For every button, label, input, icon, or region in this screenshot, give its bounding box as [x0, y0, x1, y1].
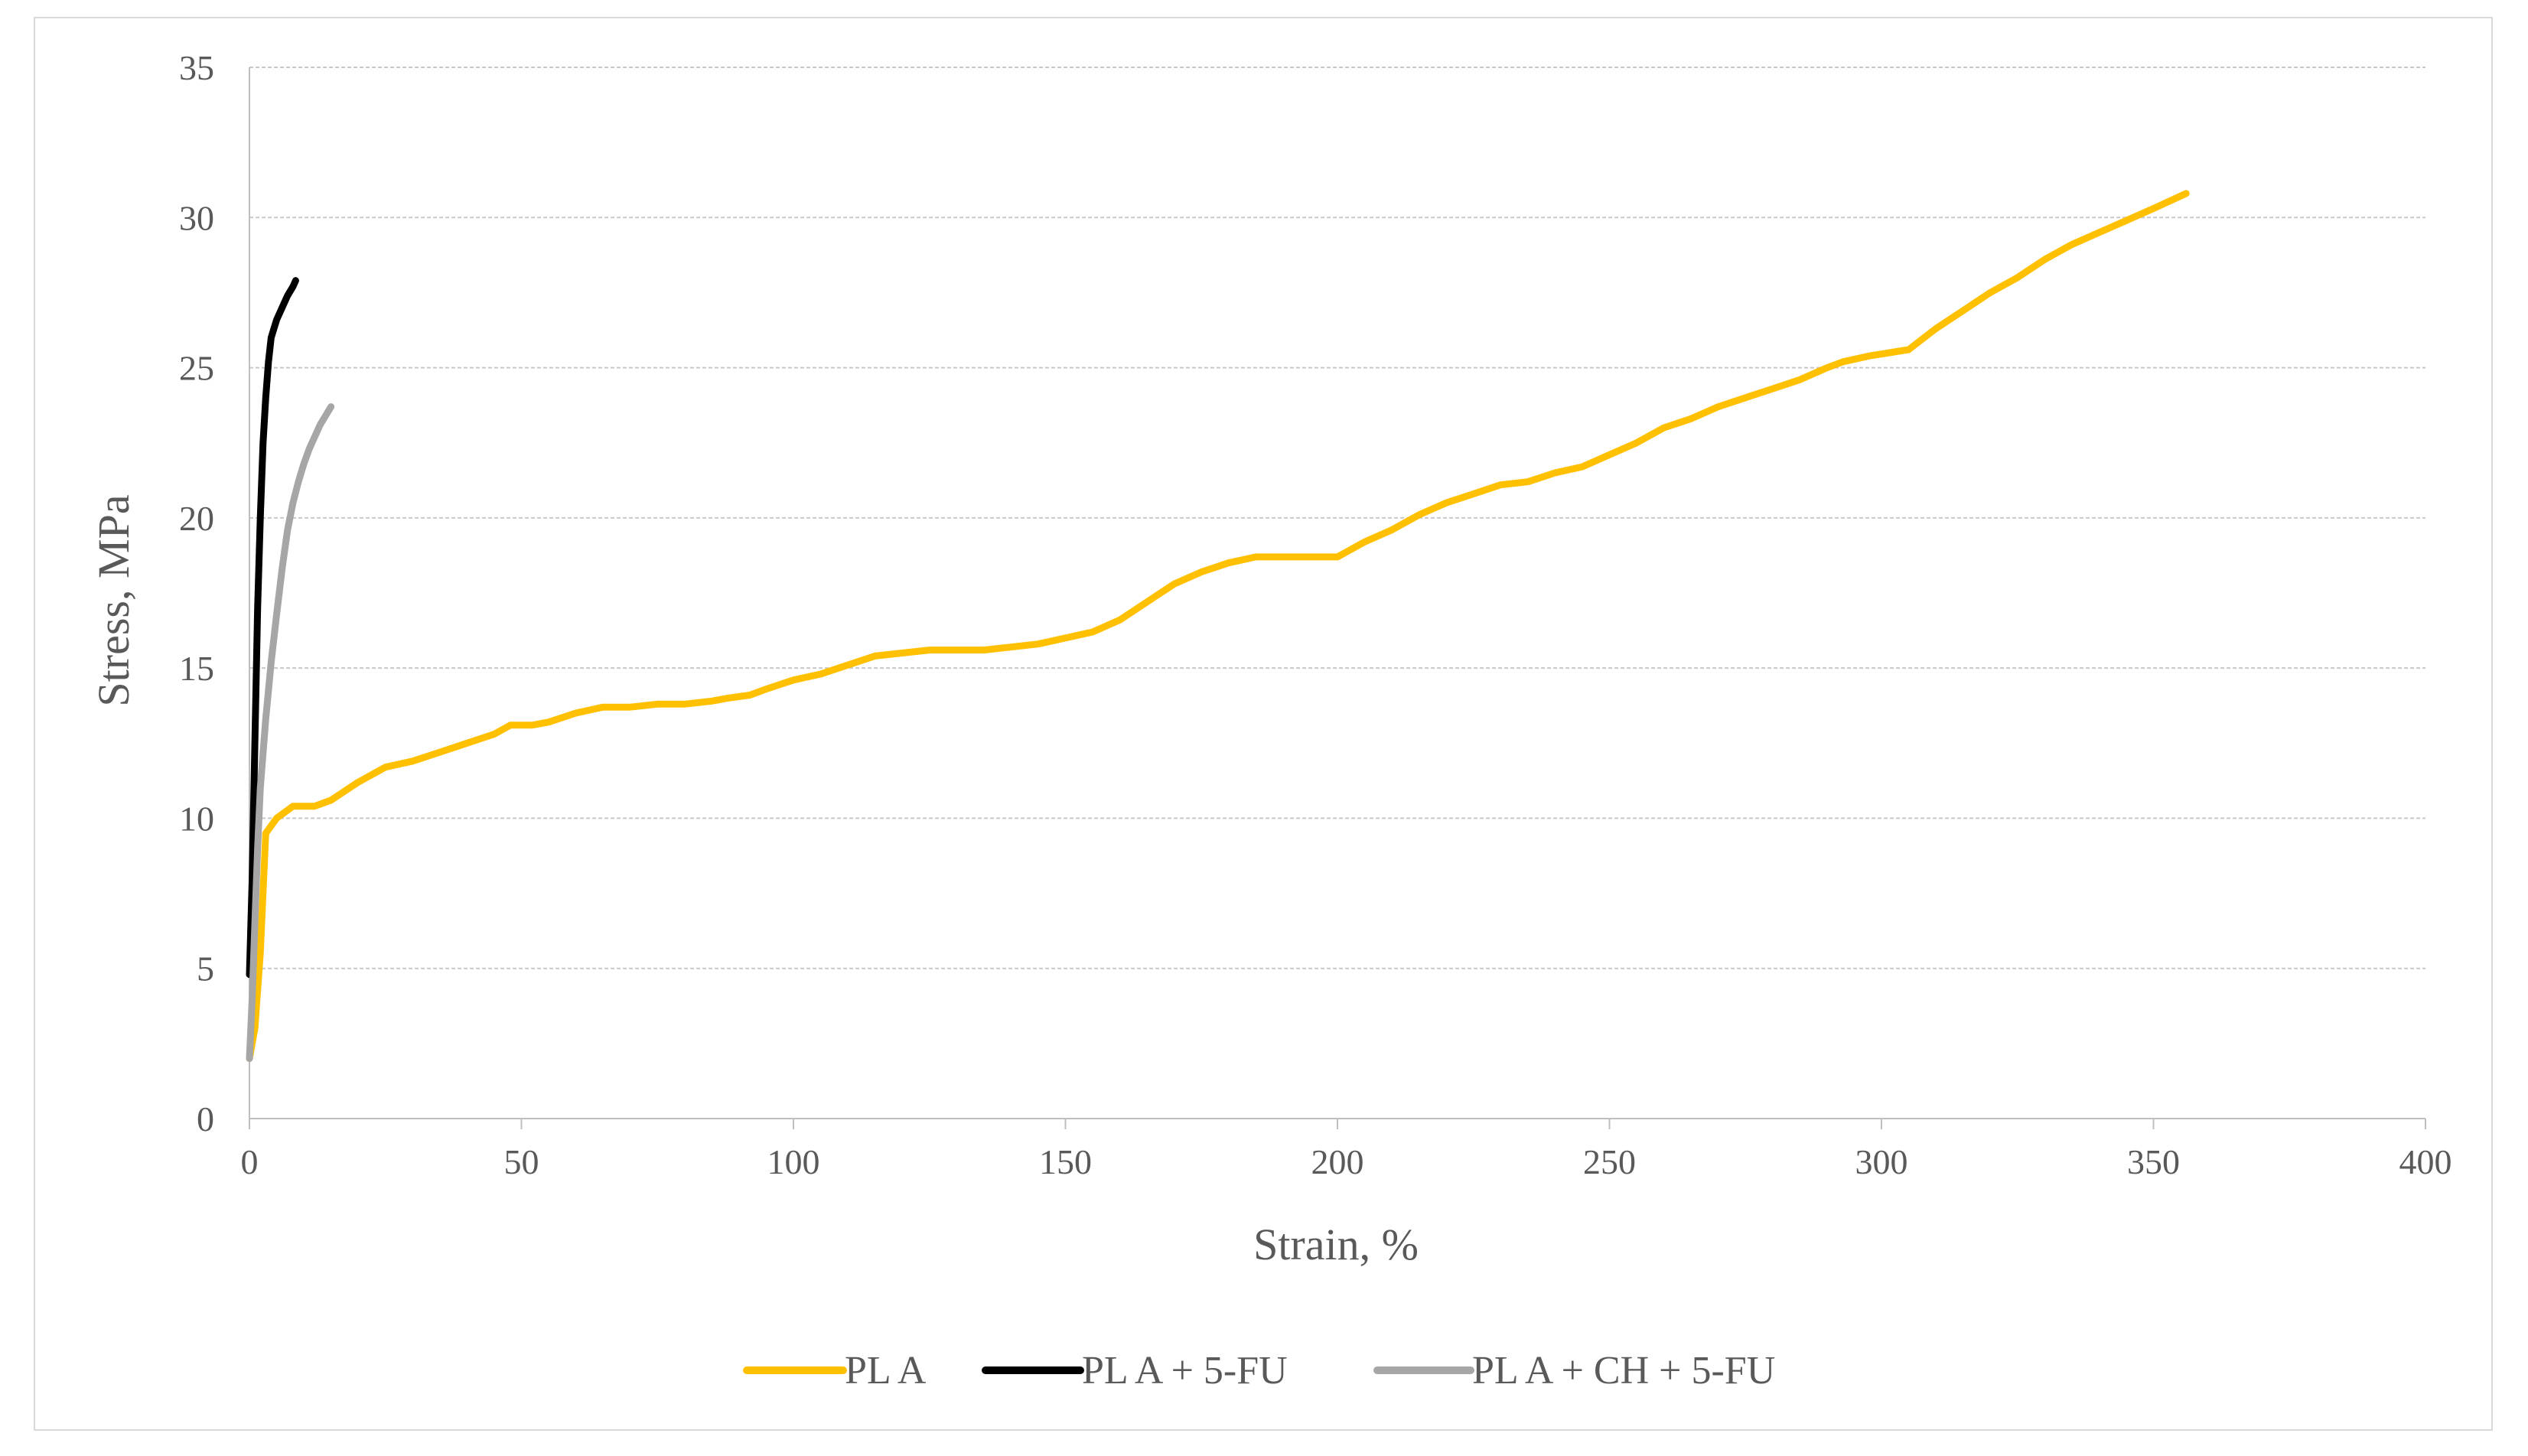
- legend-label-pla-5fu: PL A + 5-FU: [1082, 1349, 1288, 1392]
- series-line-pla: [246, 190, 2190, 1062]
- legend-label-pla-ch-5fu: PL A + CH + 5-FU: [1472, 1349, 1775, 1392]
- x-axis-title: Strain, %: [1253, 1220, 1419, 1269]
- x-tick-labels: 0 50 100 150 200 250 300 350 400: [241, 1142, 2452, 1181]
- y-tick-label: 10: [179, 799, 214, 838]
- y-axis-title: Stress, MPa: [89, 494, 138, 706]
- chart-frame: [34, 17, 2493, 1431]
- y-tick-labels: 0 5 10 15 20 25 30 35: [179, 48, 214, 1138]
- y-tick-label: 15: [179, 649, 214, 688]
- x-tick-label: 150: [1039, 1142, 1092, 1181]
- legend: PL A PL A + 5-FU PL A + CH + 5-FU: [743, 1349, 1775, 1392]
- series-line-pla-ch-5fu: [246, 403, 335, 1062]
- y-tick-label: 5: [197, 949, 214, 989]
- y-tick-label: 0: [197, 1099, 214, 1138]
- x-tick-label: 300: [1855, 1142, 1908, 1181]
- y-tick-label: 20: [179, 499, 214, 538]
- x-tick-label: 0: [241, 1142, 259, 1181]
- x-tick-label: 100: [767, 1142, 820, 1181]
- legend-label-pla: PL A: [845, 1349, 927, 1392]
- y-tick-label: 25: [179, 349, 214, 388]
- axes: [249, 67, 2426, 1129]
- series-line-pla-5fu: [246, 277, 299, 979]
- x-tick-label: 400: [2399, 1142, 2452, 1181]
- series-lines: [246, 190, 2190, 1062]
- x-tick-label: 350: [2127, 1142, 2180, 1181]
- y-tick-label: 30: [179, 198, 214, 237]
- gridlines: [249, 67, 2425, 969]
- y-tick-label: 35: [179, 48, 214, 87]
- x-tick-label: 50: [504, 1142, 539, 1181]
- x-tick-label: 250: [1583, 1142, 1636, 1181]
- x-tick-label: 200: [1311, 1142, 1364, 1181]
